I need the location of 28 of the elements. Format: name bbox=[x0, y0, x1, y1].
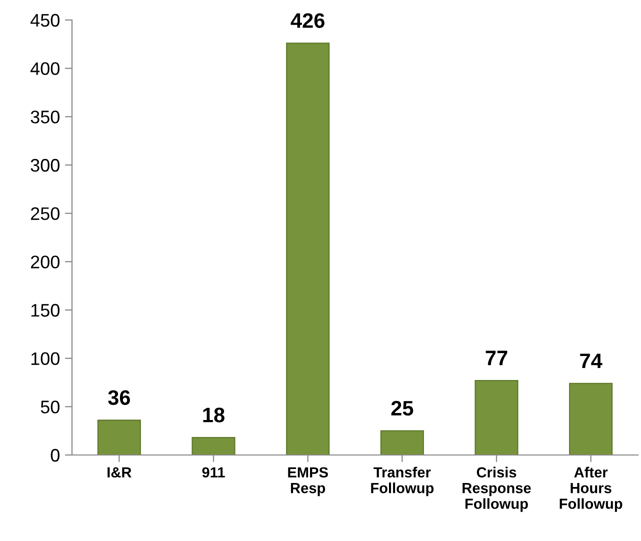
y-tick-label: 400 bbox=[30, 62, 60, 76]
y-tick-label: 250 bbox=[30, 207, 60, 220]
bar bbox=[474, 380, 518, 455]
y-tick-label: 150 bbox=[31, 304, 60, 317]
y-tick-label: 300 bbox=[30, 158, 60, 172]
data-label: 426 bbox=[290, 13, 324, 28]
bar bbox=[569, 382, 613, 455]
y-tick-label: 100 bbox=[31, 352, 60, 366]
data-label: 18 bbox=[203, 408, 224, 422]
x-tick-label: I&R bbox=[108, 467, 132, 478]
data-label: 25 bbox=[391, 400, 414, 416]
data-label: 74 bbox=[580, 354, 602, 368]
data-label: 77 bbox=[486, 350, 508, 366]
bar bbox=[380, 430, 424, 455]
bar bbox=[97, 420, 141, 455]
y-tick-label: 0 bbox=[50, 448, 60, 462]
bar bbox=[286, 42, 330, 455]
data-label: 36 bbox=[108, 390, 130, 405]
y-tick-label: 350 bbox=[30, 110, 60, 124]
x-tick-label: Crisis Response Followup bbox=[462, 466, 531, 512]
y-tick-label: 50 bbox=[40, 400, 60, 414]
x-tick-label: 911 bbox=[202, 467, 225, 478]
x-tick-label: After Hours Followup bbox=[560, 466, 622, 512]
y-tick-label: 200 bbox=[30, 256, 60, 268]
x-tick-label: EMPS Resp bbox=[288, 467, 328, 496]
bar bbox=[192, 437, 236, 455]
y-tick-label: 450 bbox=[30, 14, 60, 27]
x-tick-label: Transfer Followup bbox=[371, 466, 434, 496]
